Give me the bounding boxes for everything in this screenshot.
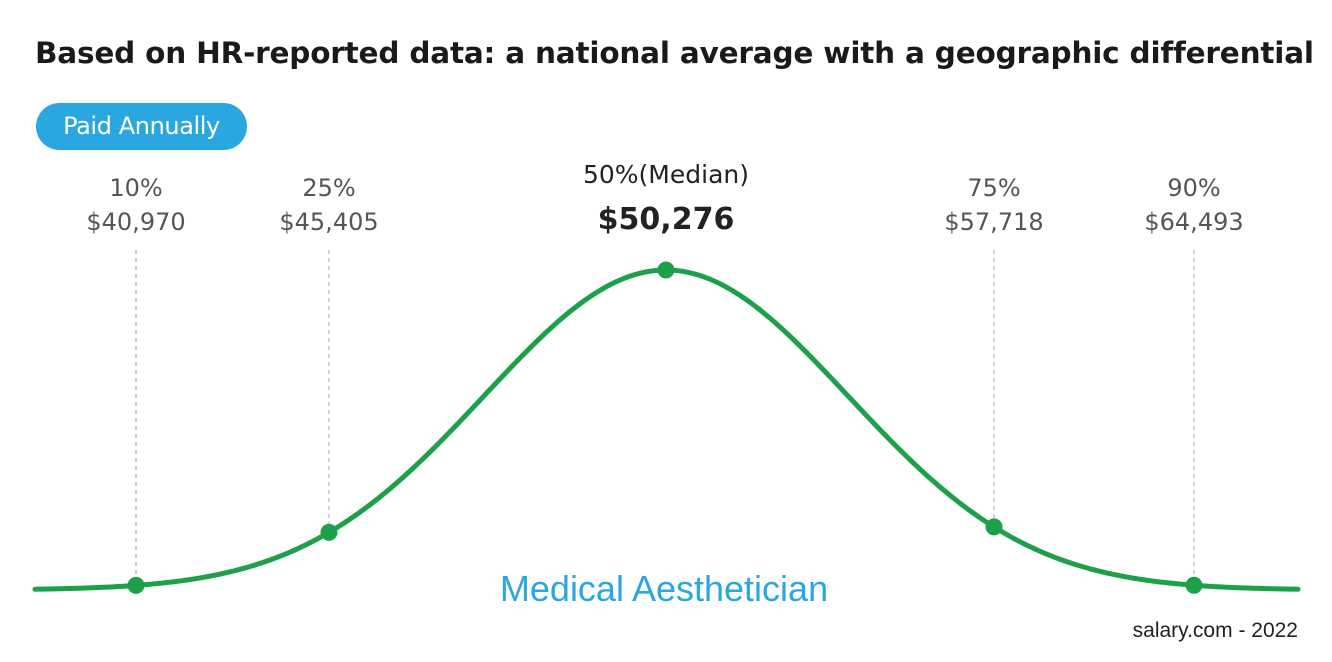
percentile-label: 50%(Median) <box>583 160 749 189</box>
percentile-label: 10% <box>109 174 162 202</box>
percentile-value: $57,718 <box>944 208 1043 236</box>
chart-title: Medical Aesthetician <box>500 568 828 609</box>
percentile-value: $50,276 <box>598 202 735 237</box>
source-credit: salary.com - 2022 <box>1132 619 1298 642</box>
percentile-point <box>127 576 145 594</box>
percentile-point <box>320 523 338 541</box>
page-title: Based on HR-reported data: a national av… <box>35 36 1314 70</box>
percentile-label: 75% <box>967 174 1020 202</box>
pay-period-badge: Paid Annually <box>36 103 247 150</box>
percentile-label: 25% <box>302 174 355 202</box>
percentile-value: $64,493 <box>1144 208 1243 236</box>
distribution-curve <box>32 267 1301 592</box>
percentile-value: $40,970 <box>86 208 185 236</box>
percentile-point <box>657 261 675 279</box>
percentile-value: $45,405 <box>279 208 378 236</box>
percentile-point <box>1185 576 1203 594</box>
percentile-point <box>985 518 1003 536</box>
percentile-label: 90% <box>1167 174 1220 202</box>
